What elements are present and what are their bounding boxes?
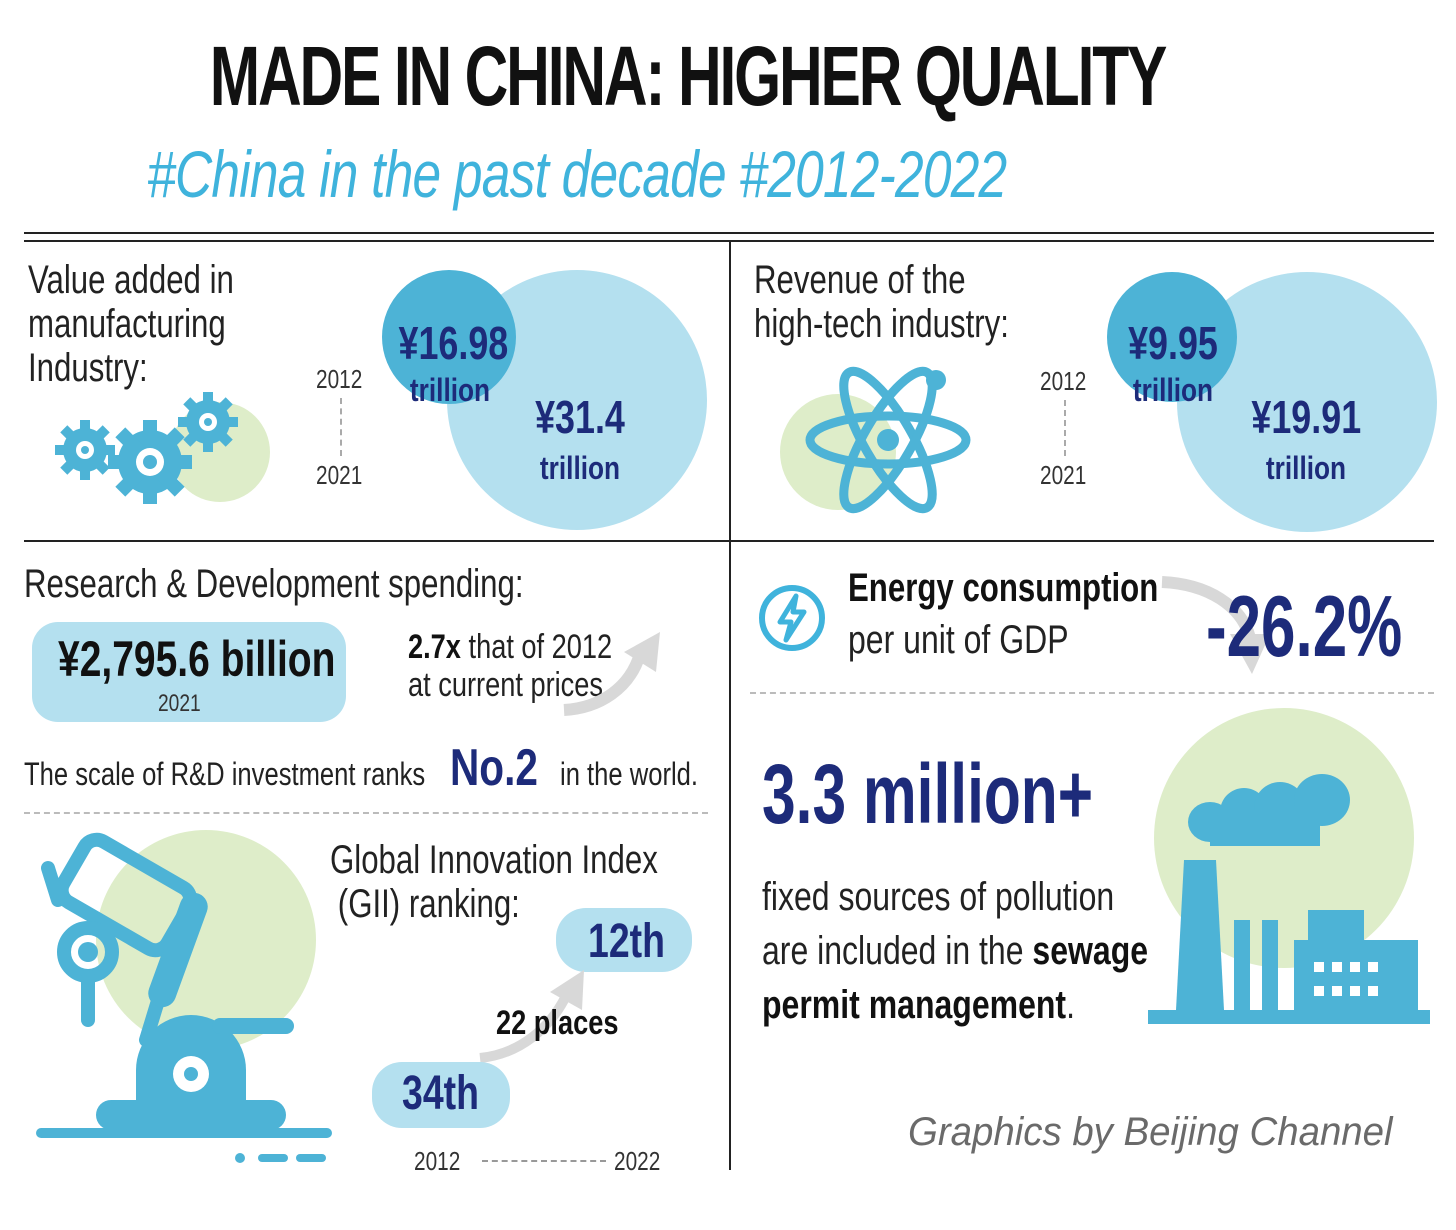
hightech-value-2012-amount: ¥9.95 [1128,317,1218,369]
manufacturing-value-2012: ¥16.98 trillion [384,316,516,409]
hightech-year-start: 2012 [1040,366,1087,396]
manufacturing-label-line3: Industry: [28,346,148,390]
microscope-icon [36,830,332,1163]
manufacturing-label: Value added in manufacturing Industry: [28,258,234,390]
hightech-value-2012-unit: trillion [1132,372,1214,408]
energy-divider [750,692,1434,694]
hightech-value-2012: ¥9.95 trillion [1108,316,1238,409]
gii-2022-pill [556,908,692,972]
hightech-value-2021-amount: ¥19.91 [1251,391,1362,443]
hightech-value-2021-unit: trillion [1265,450,1347,486]
pollution-text: fixed sources of pollution are included … [762,870,1148,1032]
manufacturing-label-line2: manufacturing [28,302,226,346]
rnd-multiple: 2.7x that of 2012 at current prices [408,628,612,704]
gii-change: 22 places [496,1004,619,1042]
gii-label-line1: Global Innovation Index [330,838,658,882]
hightech-timeline [1064,400,1066,456]
energy-label-rest: per unit of GDP [848,618,1069,662]
gii-rank-2022: 12th [588,915,665,968]
manufacturing-value-2021-amount: ¥31.4 [535,391,625,443]
top-rule-1 [24,232,1434,234]
gii-year-end: 2022 [614,1146,661,1176]
gii-rank-2012: 34th [402,1067,479,1120]
lightning-icon [759,585,825,651]
manufacturing-value-2012-amount: ¥16.98 [398,317,509,369]
energy-label-bold: Energy consumption [848,566,1159,610]
rnd-arrow-icon [563,632,660,716]
manufacturing-label-line1: Value added in [28,258,234,302]
atom-icon [780,366,971,514]
pollution-line3-end: . [1066,983,1075,1027]
manufacturing-timeline [340,398,342,456]
rnd-multiple-line2: at current prices [408,666,604,704]
rnd-label: Research & Development spending: [24,562,524,606]
hightech-label-line2: high-tech industry: [754,302,1009,346]
pollution-line2-plain: are included in the [762,929,1033,973]
hightech-label: Revenue of the high-tech industry: [754,258,1009,346]
rnd-amount: ¥2,795.6 billion [58,631,336,687]
energy-arrow-icon [1161,576,1270,674]
manufacturing-value-2012-unit: trillion [409,372,491,408]
gii-label-line2: (GII) ranking: [337,882,520,926]
hightech-bubbles [1107,272,1437,532]
top-rule-2 [24,240,1434,242]
rnd-multiple-rest: that of 2012 [460,628,613,666]
manufacturing-bubbles [382,270,707,530]
gii-year-start: 2012 [414,1146,461,1176]
pollution-line1: fixed sources of pollution [762,875,1115,919]
factory-icon [1148,708,1430,1024]
energy-change: -26.2% [1206,579,1403,675]
pollution-line3-bold: permit management [762,983,1067,1027]
rnd-rank-prefix: The scale of R&D investment ranks [24,756,426,792]
gii-arrow-icon [479,970,584,1063]
rnd-amount-pill [32,622,346,722]
gii-2012-pill [372,1062,510,1128]
pollution-line2-bold: sewage [1032,929,1149,973]
rnd-rank-value: No.2 [450,739,538,797]
manufacturing-year-end: 2021 [316,460,363,490]
vertical-divider [729,242,731,1170]
hightech-label-line1: Revenue of the [754,258,966,302]
gii-label: Global Innovation Index (GII) ranking: [330,838,658,926]
manufacturing-value-2021: ¥31.4 trillion [510,390,650,487]
gears-icon [55,392,270,504]
credit: Graphics by Beijing Channel [908,1110,1393,1154]
manufacturing-value-2021-unit: trillion [539,450,621,486]
hightech-value-2021: ¥19.91 trillion [1236,390,1376,487]
manufacturing-year-start: 2012 [316,364,363,394]
rnd-rank-suffix: in the world. [560,756,699,792]
rnd-multiple-value: 2.7x [408,628,461,666]
rnd-divider [24,812,708,814]
page-subtitle: #China in the past decade #2012-2022 [147,137,1007,211]
gii-timeline [482,1160,606,1162]
page-title: MADE IN CHINA: HIGHER QUALITY [209,29,1168,123]
pollution-value: 3.3 million+ [762,747,1094,841]
hightech-year-end: 2021 [1040,460,1087,490]
rnd-amount-year: 2021 [158,690,201,717]
